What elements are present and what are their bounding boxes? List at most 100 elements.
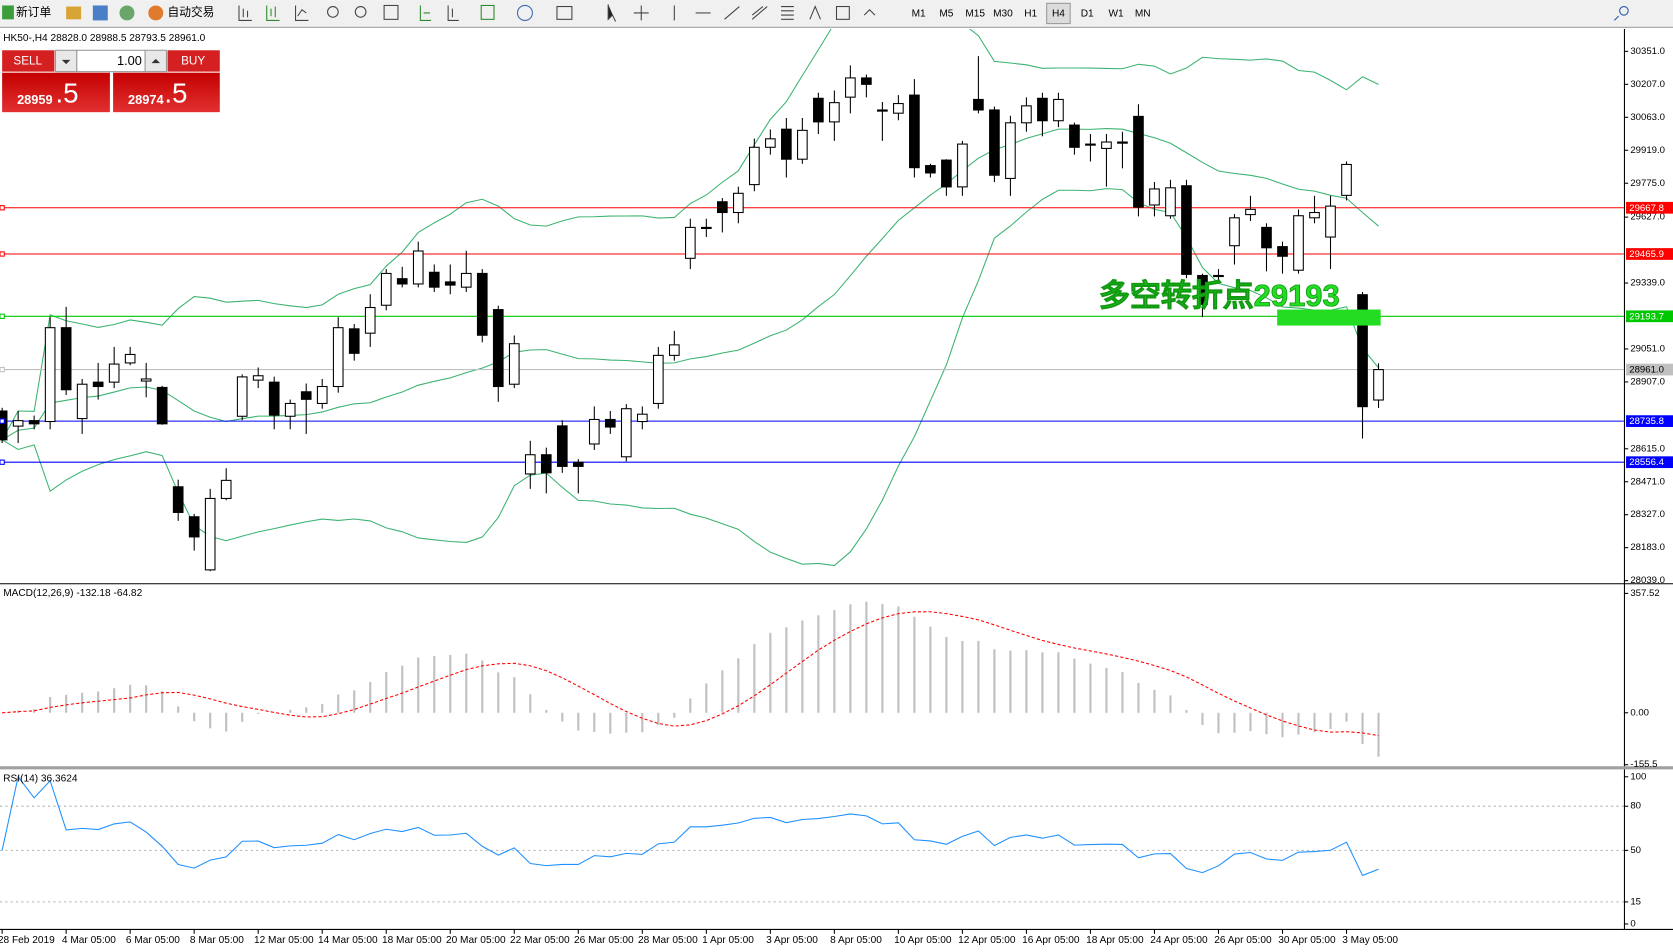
x-tick-label: 16 Apr 05:00 (1022, 935, 1080, 946)
macd-bar (913, 616, 916, 713)
cursor[interactable] (607, 4, 617, 22)
candle-body (444, 281, 456, 286)
macd-bar (657, 712, 660, 725)
candle-body (252, 375, 264, 381)
candle-body (332, 327, 344, 388)
x-tick-label: 20 Mar 05:00 (446, 935, 506, 946)
candle-body (829, 102, 840, 123)
buy-label[interactable]: BUY (181, 55, 205, 68)
line-icon[interactable] (295, 5, 309, 21)
zoom-out[interactable] (354, 6, 367, 18)
search[interactable] (1619, 6, 1629, 16)
lots-value[interactable]: 1.00 (117, 53, 142, 68)
candle-body (700, 226, 712, 230)
level-label: 28735.8 (1629, 416, 1664, 427)
shift[interactable] (447, 5, 459, 21)
buy-pips[interactable]: .5 (164, 77, 187, 108)
auto-trading[interactable]: 自动交易 (168, 5, 215, 19)
level-label: 29193.7 (1629, 311, 1664, 322)
macd-bar (433, 655, 436, 713)
arrows[interactable] (863, 8, 876, 16)
timeframe[interactable]: M5 (939, 9, 953, 20)
candle-body (220, 479, 232, 499)
macd-signal (2, 611, 1379, 737)
label-tool[interactable] (835, 6, 850, 20)
new-order[interactable]: 新订单 (16, 5, 51, 19)
candle-body (300, 391, 312, 400)
y-tick-label: 29051.0 (1630, 343, 1665, 354)
level-marker (0, 459, 5, 465)
macd-bar (1249, 712, 1252, 732)
tool-icon[interactable] (66, 6, 82, 20)
candle-icon[interactable] (266, 5, 280, 21)
candle-body (1133, 115, 1144, 208)
macd-bar (305, 707, 308, 713)
timeframe[interactable]: H4 (1052, 9, 1065, 20)
sell-price-box[interactable] (2, 72, 110, 113)
new-order-icon[interactable] (2, 5, 14, 20)
sell-label[interactable]: SELL (13, 55, 42, 68)
tool-icon[interactable] (92, 5, 108, 21)
candle-body (620, 408, 632, 458)
y-tick-label: 29627.0 (1630, 212, 1665, 223)
level-tag (1626, 310, 1673, 323)
sell-price[interactable]: 28959 (17, 92, 53, 107)
y-tick-label: 357.52 (1630, 588, 1659, 599)
channel[interactable] (751, 6, 768, 20)
crosshair[interactable] (633, 5, 649, 21)
highlight-box (1277, 309, 1381, 326)
tile[interactable] (383, 4, 399, 20)
trendline[interactable] (724, 6, 740, 20)
level-marker (0, 313, 5, 319)
macd-bar (737, 658, 740, 713)
sell-button[interactable] (2, 50, 55, 72)
y-tick-label: 50 (1630, 845, 1641, 856)
autoscroll[interactable] (419, 5, 432, 21)
x-tick-label: 3 Apr 05:00 (766, 935, 818, 946)
candle-body (156, 386, 168, 425)
timeframe[interactable]: M1 (912, 9, 926, 20)
buy-price[interactable]: 28974 (128, 92, 164, 107)
x-tick-label: 12 Mar 05:00 (254, 935, 314, 946)
timeframe[interactable]: M15 (965, 9, 985, 20)
candle-body (765, 138, 776, 148)
indicators[interactable] (480, 4, 495, 20)
timeframe[interactable]: MN (1135, 9, 1151, 20)
sell-pips[interactable]: .5 (55, 77, 78, 108)
y-tick-label: 29775.0 (1630, 178, 1665, 189)
auto-trading-icon[interactable] (148, 5, 164, 21)
macd-bar (801, 620, 804, 713)
y-tick-label: 100 (1630, 771, 1646, 782)
candle-body (1181, 185, 1192, 275)
macd-bar (465, 653, 468, 713)
timeframe[interactable]: W1 (1108, 9, 1124, 20)
macd-bar (1105, 667, 1108, 713)
timeframe[interactable]: D1 (1081, 9, 1094, 20)
fibo[interactable] (781, 6, 794, 20)
macd-bar (1185, 710, 1188, 713)
x-tick-label: 8 Mar 05:00 (190, 935, 244, 946)
candle-body (12, 420, 24, 427)
buy-button[interactable] (167, 50, 220, 72)
buy-price-box[interactable] (113, 72, 220, 113)
candle-body (845, 77, 856, 98)
text-tool[interactable] (809, 5, 821, 20)
timeframe[interactable]: M30 (993, 9, 1013, 20)
macd-bar (721, 670, 724, 713)
periods[interactable] (516, 4, 533, 21)
timeframe[interactable]: H1 (1024, 9, 1037, 20)
level-marker (0, 366, 5, 373)
x-tick-label: 4 Mar 05:00 (62, 935, 116, 946)
timeframes: M1 M5 M15 M30 H1 H4 D1 W1 MN (912, 9, 1151, 20)
bar-chart-icon[interactable] (238, 5, 252, 21)
macd-bar (641, 712, 644, 733)
x-tick-label: 24 Apr 05:00 (1150, 935, 1208, 946)
search-handle[interactable] (1613, 15, 1619, 21)
y-tick-label: -155.5 (1630, 759, 1657, 770)
candle-body (588, 418, 600, 445)
lots-down-arrow (61, 59, 71, 65)
zoom-in[interactable] (327, 6, 339, 18)
tool-icon[interactable] (119, 5, 135, 21)
templates[interactable] (556, 6, 573, 20)
